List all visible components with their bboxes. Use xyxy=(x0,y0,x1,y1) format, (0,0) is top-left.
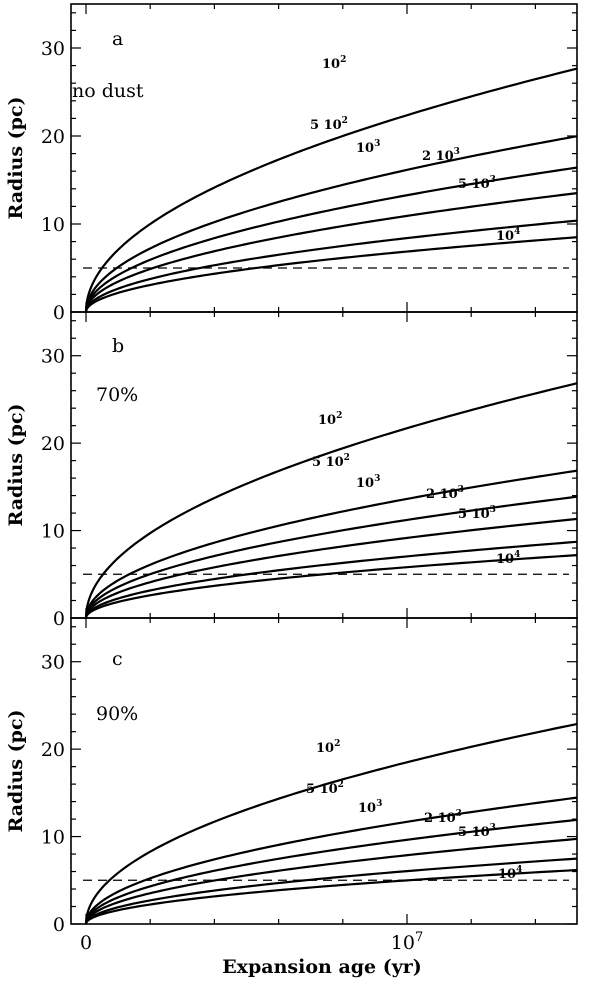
series-label: 102 xyxy=(316,739,340,756)
y-tick-label: 0 xyxy=(53,302,65,324)
panel-letter: a xyxy=(112,28,123,50)
series-line xyxy=(84,517,577,618)
panel-a: 0 10 20 30 Radius (pc) 102 5 102 103 2 103 5 103 1… xyxy=(5,3,578,324)
series-label: 104 xyxy=(498,865,522,882)
y-tick-label: 30 xyxy=(41,652,65,674)
series-label: 5 103 xyxy=(458,505,496,522)
series-label: 104 xyxy=(496,227,520,244)
series-label: 2 103 xyxy=(426,485,464,502)
series-line xyxy=(84,818,577,924)
y-tick-label: 10 xyxy=(41,827,65,849)
panel-b: 0 10 20 30 Radius (pc) 102 5 102 103 2 103 5 103 1… xyxy=(5,311,578,630)
series-label: 5 103 xyxy=(458,175,496,192)
y-tick-label: 10 xyxy=(41,214,65,236)
series-line xyxy=(84,67,577,312)
series-line xyxy=(84,837,577,924)
y-tick-label: 10 xyxy=(41,521,65,543)
series-label: 2 103 xyxy=(422,147,460,164)
series-label: 103 xyxy=(358,799,382,816)
x-axis-label: Expansion age (yr) xyxy=(222,956,422,978)
series-line xyxy=(84,236,577,312)
series-line xyxy=(84,469,577,618)
y-tick-label: 20 xyxy=(41,739,65,761)
series-label: 102 xyxy=(318,411,342,428)
series-label: 103 xyxy=(356,474,380,491)
series-label: 103 xyxy=(356,139,380,156)
panel-letter: c xyxy=(112,648,123,670)
series-line xyxy=(84,135,577,312)
y-tick-label: 0 xyxy=(53,914,65,936)
series-line xyxy=(84,192,577,312)
series-line xyxy=(84,796,577,924)
series-line xyxy=(84,554,577,618)
series-label: 2 103 xyxy=(424,809,462,826)
curves xyxy=(84,382,577,618)
y-axis-label: Radius (pc) xyxy=(5,404,27,527)
series-label: 102 xyxy=(322,55,346,72)
curves xyxy=(84,722,577,924)
series-label: 5 103 xyxy=(458,823,496,840)
y-axis-label: Radius (pc) xyxy=(5,710,27,833)
y-tick-label: 0 xyxy=(53,608,65,630)
x-tick-label: 107 xyxy=(391,930,423,954)
series-line xyxy=(84,219,577,312)
series-line xyxy=(84,495,577,618)
panel-annotation: no dust xyxy=(72,80,144,102)
y-tick-label: 20 xyxy=(41,433,65,455)
series-label: 5 102 xyxy=(312,453,350,470)
series-line xyxy=(84,540,577,618)
series-line xyxy=(84,868,577,924)
panel-letter: b xyxy=(112,335,124,357)
y-tick-label: 30 xyxy=(41,346,65,368)
panel-annotation: 90% xyxy=(96,703,138,725)
curves xyxy=(84,67,577,312)
series-label: 104 xyxy=(496,550,520,567)
series-line xyxy=(84,382,577,618)
y-tick-label: 20 xyxy=(41,126,65,148)
x-tick-label: 0 xyxy=(80,932,92,954)
series-label: 5 102 xyxy=(310,116,348,133)
panel-annotation: 70% xyxy=(96,384,138,406)
series-label: 5 102 xyxy=(306,780,344,797)
series-line xyxy=(84,722,577,924)
series-line xyxy=(84,857,577,924)
series-line xyxy=(84,166,577,312)
panel-frame xyxy=(70,3,578,313)
panel-frame xyxy=(70,617,578,925)
y-axis-label: Radius (pc) xyxy=(5,97,27,220)
y-tick-label: 30 xyxy=(41,38,65,60)
